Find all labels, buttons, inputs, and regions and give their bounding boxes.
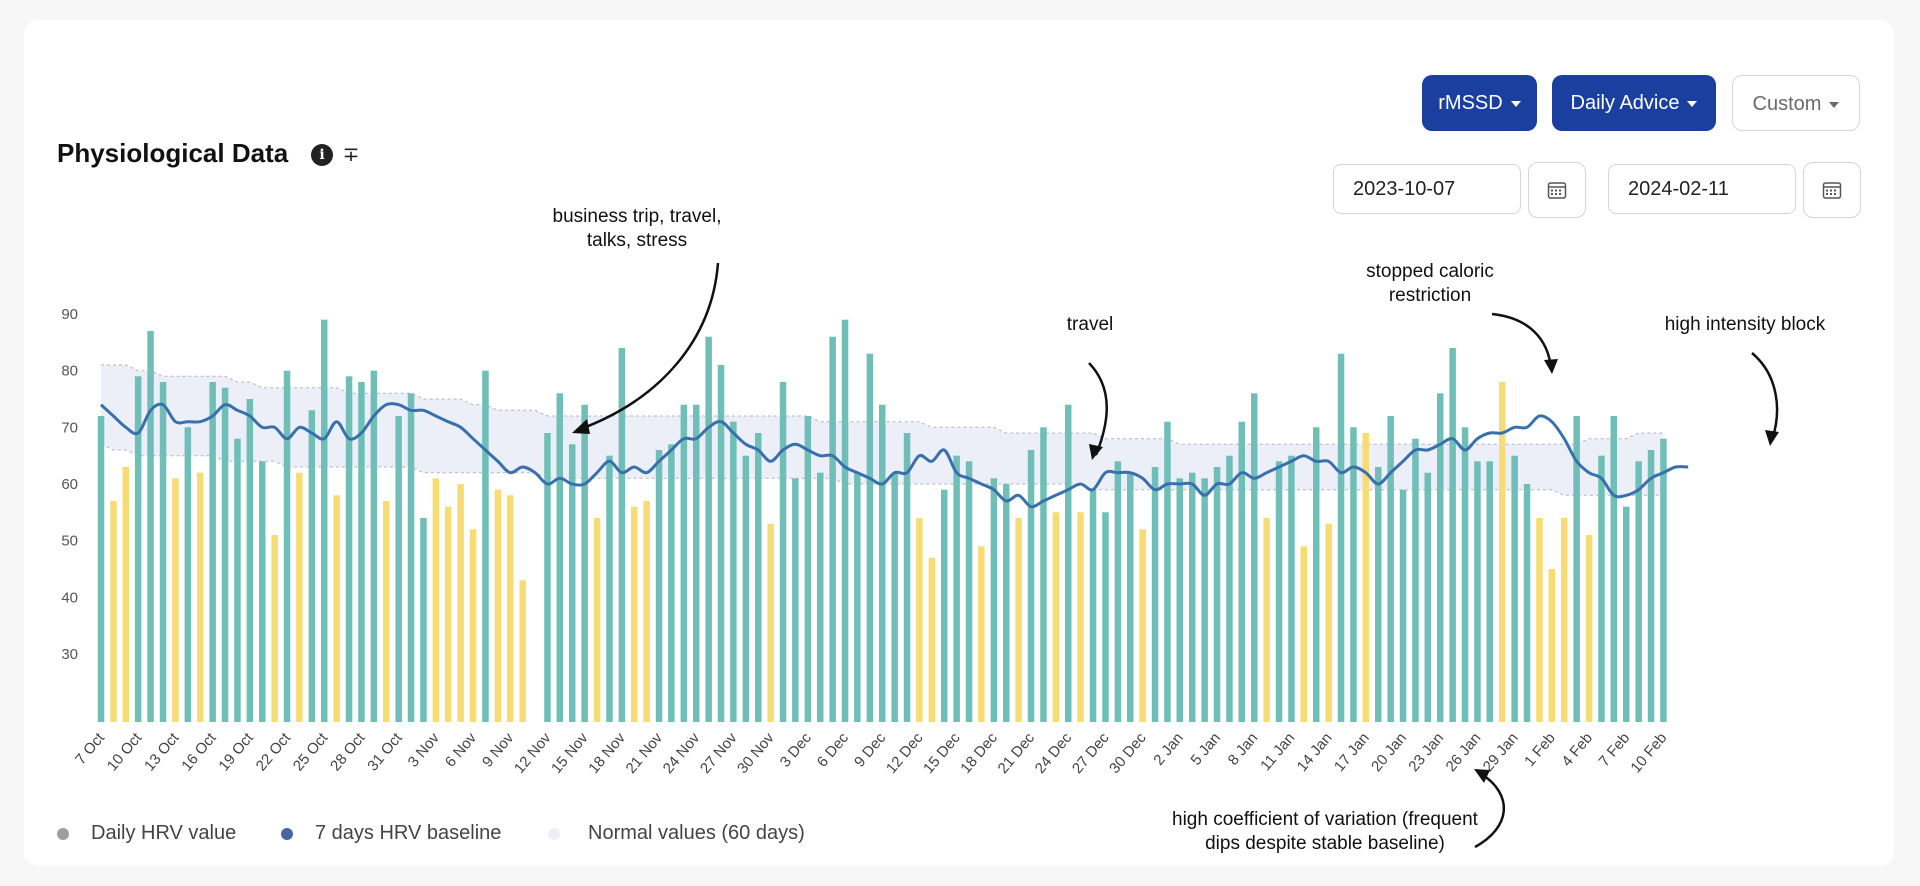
legend-baseline-dot: [281, 828, 293, 840]
annotation-travel: travel: [1066, 314, 1114, 335]
end-date-calendar-button[interactable]: [1803, 162, 1861, 218]
annotation-intensity: high intensity block: [1664, 314, 1826, 335]
annotation-caloric-line2: restriction: [1388, 285, 1472, 306]
chevron-down-icon: [1687, 100, 1698, 107]
metric-dropdown-label: rMSSD: [1438, 92, 1503, 114]
legend-daily[interactable]: Daily HRV value: [91, 822, 237, 844]
legend-baseline[interactable]: 7 days HRV baseline: [315, 822, 502, 844]
legend-normal[interactable]: Normal values (60 days): [588, 822, 805, 844]
annotation-cv-line2: dips despite stable baseline): [1205, 833, 1445, 854]
annotation-business-line2: talks, stress: [586, 230, 688, 251]
calendar-icon: [1822, 182, 1842, 199]
start-date-input[interactable]: 2023-10-07: [1333, 164, 1521, 214]
annotation-cv-line1: high coefficient of variation (frequent: [1172, 809, 1478, 830]
info-icon[interactable]: i: [311, 144, 333, 166]
start-date-calendar-button[interactable]: [1528, 162, 1586, 218]
annotation-caloric-line1: stopped caloric: [1366, 261, 1494, 282]
annotation-business-trip: business trip, travel, talks, stress: [520, 205, 754, 253]
calendar-icon: [1547, 182, 1567, 199]
chevron-down-icon: [1829, 101, 1840, 108]
chevron-down-icon: [1510, 100, 1521, 107]
annotation-business-line1: business trip, travel,: [552, 206, 722, 227]
range-dropdown-button[interactable]: Custom: [1732, 75, 1860, 131]
collapse-vertical-icon[interactable]: ∓: [342, 144, 360, 166]
chart-card: [24, 20, 1894, 866]
legend-daily-dot: [57, 828, 69, 840]
advice-dropdown-button[interactable]: Daily Advice: [1552, 75, 1716, 131]
page-title: Physiological Data: [57, 138, 289, 168]
annotation-cv: high coefficient of variation (frequent …: [1145, 808, 1505, 856]
legend-normal-dot: [548, 828, 560, 840]
end-date-input[interactable]: 2024-02-11: [1608, 164, 1796, 214]
metric-dropdown-button[interactable]: rMSSD: [1422, 75, 1537, 131]
advice-dropdown-label: Daily Advice: [1570, 92, 1680, 114]
range-dropdown-label: Custom: [1752, 93, 1822, 115]
annotation-caloric: stopped caloric restriction: [1340, 260, 1520, 308]
